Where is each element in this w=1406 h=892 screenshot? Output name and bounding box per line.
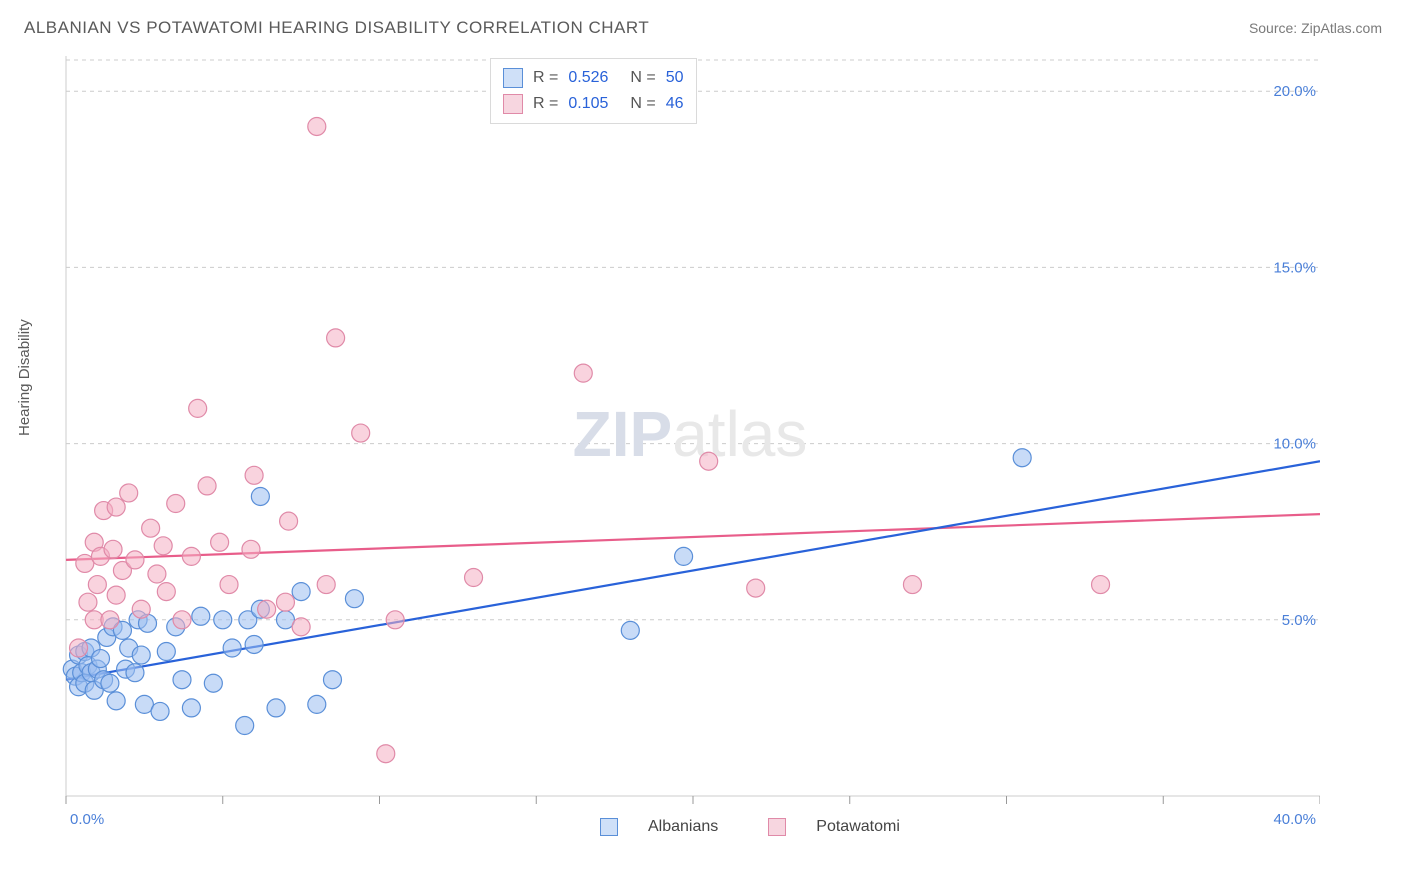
swatch-blue-icon (503, 68, 523, 88)
legend-r-label: R = (533, 91, 558, 117)
svg-text:0.0%: 0.0% (70, 811, 104, 828)
swatch-blue-icon (600, 818, 618, 836)
legend-n-value-blue: 50 (666, 65, 684, 91)
legend-series-label: Potawatomi (816, 818, 900, 836)
svg-text:10.0%: 10.0% (1273, 436, 1316, 453)
source-label: Source: ZipAtlas.com (1249, 20, 1382, 36)
chart-title: ALBANIAN VS POTAWATOMI HEARING DISABILIT… (24, 18, 649, 38)
legend-r-label: R = (533, 65, 558, 91)
y-axis-label: Hearing Disability (16, 319, 33, 436)
legend-n-value-pink: 46 (666, 91, 684, 117)
legend-n-label: N = (630, 91, 655, 117)
svg-text:ZIPatlas: ZIPatlas (573, 398, 808, 470)
svg-text:15.0%: 15.0% (1273, 259, 1316, 276)
legend-stats-row: R = 0.105 N = 46 (503, 91, 684, 117)
svg-text:5.0%: 5.0% (1282, 612, 1316, 629)
legend-series-label: Albanians (648, 818, 718, 836)
swatch-pink-icon (768, 818, 786, 836)
legend-n-label: N = (630, 65, 655, 91)
swatch-pink-icon (503, 94, 523, 114)
svg-text:20.0%: 20.0% (1273, 83, 1316, 100)
legend-stats-row: R = 0.526 N = 50 (503, 65, 684, 91)
plot-area: 5.0% 10.0% 15.0% 20.0% 0.0% 40.0% ZIPatlas R =… (60, 56, 1320, 836)
legend-series: Albanians Potawatomi (600, 818, 900, 836)
legend-r-value-pink: 0.105 (568, 91, 608, 117)
svg-text:40.0%: 40.0% (1273, 811, 1316, 828)
legend-r-value-blue: 0.526 (568, 65, 608, 91)
legend-stats: R = 0.526 N = 50 R = 0.105 N = 46 (490, 58, 697, 124)
chart-container: Hearing Disability 5.0%10.0%15.0%20.0%0.… (46, 56, 1386, 846)
chart-svg: 5.0% 10.0% 15.0% 20.0% 0.0% 40.0% ZIPatlas (60, 56, 1320, 836)
